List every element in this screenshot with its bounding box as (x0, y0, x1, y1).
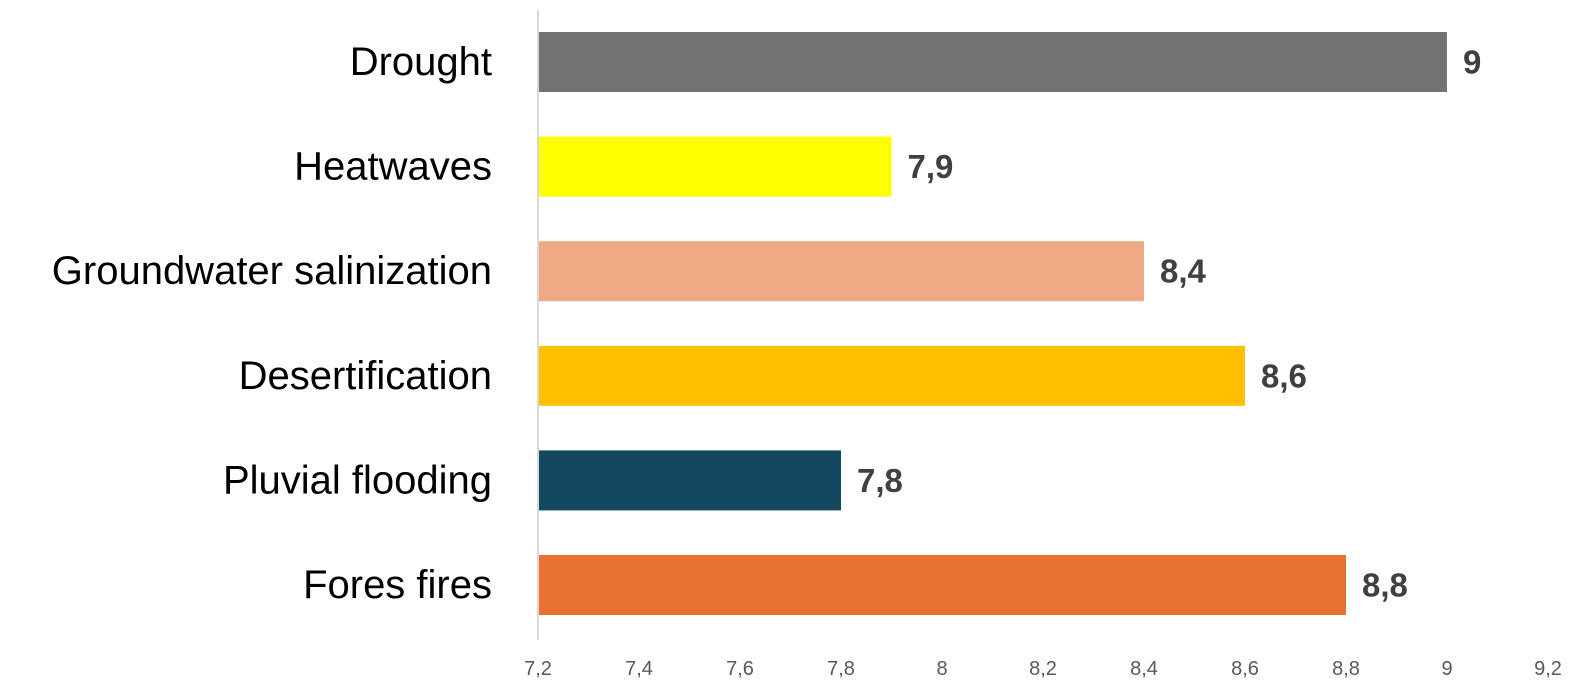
data-label: 9 (1463, 44, 1481, 81)
category-label: Pluvial flooding (223, 458, 492, 502)
x-tick-label: 8,8 (1332, 658, 1360, 680)
bar (538, 555, 1346, 615)
bars-layer (538, 32, 1447, 615)
x-tick-label: 9 (1441, 658, 1452, 680)
category-label: Drought (350, 40, 492, 84)
bar (538, 32, 1447, 92)
category-labels: Drought Heatwaves Groundwater salinization… (52, 40, 492, 607)
category-label: Heatwaves (294, 145, 492, 189)
category-label: Desertification (239, 354, 492, 398)
x-tick-label: 8 (936, 658, 947, 680)
x-tick-label: 8,2 (1029, 658, 1057, 680)
x-axis-tick-labels: 7,2 7,4 7,6 7,8 8 8,2 8,4 8,6 8,8 9 9,2 (524, 658, 1562, 680)
value-labels: 9 7,9 8,4 8,6 7,8 8,8 (857, 44, 1481, 604)
bar (538, 241, 1144, 302)
data-label: 7,8 (857, 462, 903, 499)
category-label: Fores fires (303, 563, 492, 607)
x-tick-label: 7,8 (827, 658, 855, 680)
data-label: 8,4 (1160, 253, 1207, 290)
x-tick-label: 7,2 (524, 658, 552, 680)
x-tick-label: 7,4 (625, 658, 653, 680)
data-label: 8,8 (1362, 567, 1408, 604)
data-label: 8,6 (1261, 357, 1307, 394)
x-tick-label: 8,6 (1231, 658, 1259, 680)
x-tick-label: 9,2 (1534, 658, 1562, 680)
bar (538, 345, 1245, 406)
data-label: 7,9 (908, 148, 954, 185)
category-label: Groundwater salinization (52, 249, 492, 293)
bar (538, 136, 892, 197)
x-tick-label: 7,6 (726, 658, 754, 680)
x-tick-label: 8,4 (1130, 658, 1158, 680)
bar (538, 450, 841, 511)
